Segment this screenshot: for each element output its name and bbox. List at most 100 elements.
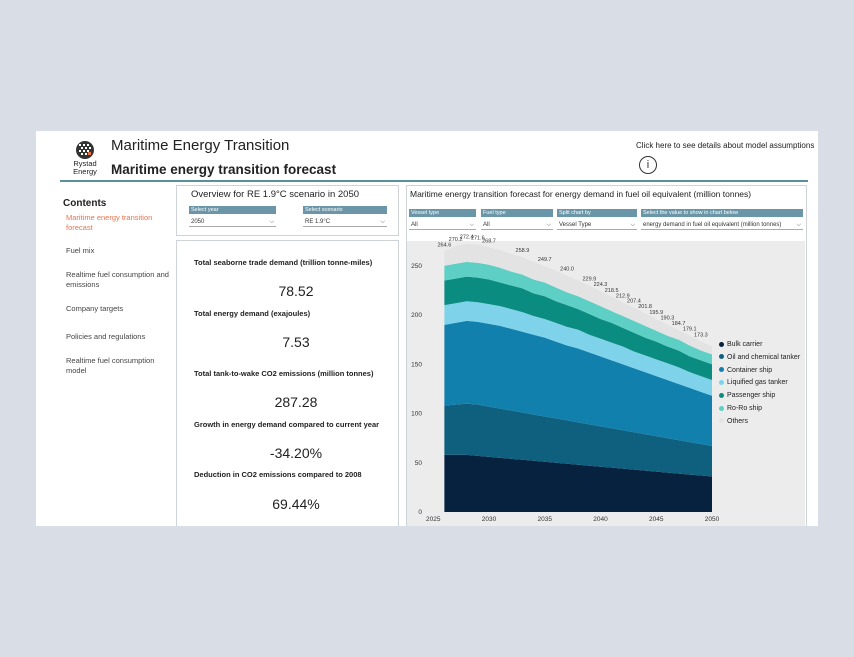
total-data-label: 258.9 (516, 248, 530, 254)
legend-item[interactable]: Others (719, 418, 748, 425)
vessel-type-dropdown[interactable]: All ⌵ (409, 220, 476, 230)
y-tick-label: 0 (418, 509, 422, 516)
chevron-down-icon: ⌵ (630, 222, 635, 228)
total-data-label: 272.4 (460, 235, 474, 241)
x-tick-label: 2045 (649, 516, 664, 523)
chevron-down-icon: ⌵ (469, 222, 474, 228)
legend-label: Bulk carrier (727, 341, 763, 348)
area-series-1[interactable] (444, 403, 712, 477)
legend-marker (719, 392, 724, 398)
legend-label: Ro-Ro ship (727, 405, 763, 412)
legend-label: Passenger ship (727, 392, 776, 400)
legend-marker (719, 418, 724, 424)
chevron-down-icon: ⌵ (796, 222, 801, 228)
total-data-label: 184.7 (672, 321, 686, 327)
header-divider (60, 180, 808, 182)
kpi-value-energy-growth: -34.20% (269, 445, 323, 461)
x-tick-label: 2030 (482, 516, 497, 523)
contents-title: Contents (63, 198, 107, 209)
nav-item-energy-transition-forecast[interactable]: Maritime energy transition forecast (66, 213, 153, 232)
value-select-label: Select the value to show in chart below (641, 209, 803, 217)
area-series-6[interactable] (444, 243, 712, 355)
total-data-label: 207.4 (627, 299, 641, 305)
kpi-value-trade-demand: 78.52 (278, 283, 314, 299)
legend-item[interactable]: Bulk carrier (719, 341, 762, 348)
legend-item[interactable]: Oil and chemical tanker (719, 354, 800, 361)
total-data-label: 224.3 (594, 282, 608, 288)
total-data-label: 201.8 (638, 304, 652, 310)
legend-item[interactable]: Ro-Ro ship (719, 405, 762, 412)
year-slicer-label: Select year (189, 206, 276, 214)
nav-item-realtime-fuel-consumption[interactable]: Realtime fuel consumption and emissions (66, 270, 169, 289)
x-tick-label: 2050 (705, 516, 720, 523)
legend-marker (719, 367, 724, 373)
total-data-label: 264.6 (437, 242, 451, 248)
report-canvas: Rystad Energy Maritime Energy Transition… (36, 131, 818, 526)
page-title: Maritime energy transition forecast (111, 162, 337, 177)
kpi-label-co2-deduction: Deduction in CO2 emissions compared to 2… (194, 470, 362, 479)
legend-label: Oil and chemical tanker (727, 353, 801, 361)
legend-item[interactable]: Passenger ship (719, 392, 775, 399)
total-data-label: 190.3 (661, 316, 675, 322)
logo-text-rystad: Rystad (73, 159, 97, 168)
kpi-value-co2-deduction: 69.44% (272, 496, 320, 512)
legend-item[interactable]: Liquified gas tanker (719, 379, 788, 386)
fuel-type-value: All (483, 222, 490, 228)
total-data-label: 268.7 (482, 238, 496, 244)
x-tick-label: 2025 (426, 516, 441, 523)
nav-item-company-targets[interactable]: Company targets (66, 304, 124, 313)
total-data-label: 195.9 (649, 310, 663, 316)
legend-label: Others (727, 417, 749, 425)
value-select-value: energy demand in fuel oil equivalent (mi… (643, 222, 782, 228)
total-data-label: 173.3 (694, 332, 708, 338)
overview-title: Overview for RE 1.9°C scenario in 2050 (191, 189, 360, 200)
area-series-5[interactable] (444, 261, 712, 365)
vessel-type-label: Vessel type (409, 209, 476, 217)
nav-item-realtime-fuel-model[interactable]: Realtime fuel consumption model (66, 356, 155, 375)
x-tick-label: 2035 (538, 516, 553, 523)
legend-marker (719, 380, 724, 386)
legend-label: Liquified gas tanker (727, 379, 788, 387)
vessel-type-value: All (411, 222, 418, 228)
nav-item-fuel-mix[interactable]: Fuel mix (66, 246, 95, 255)
kpi-label-energy-growth: Growth in energy demand compared to curr… (194, 420, 380, 429)
year-dropdown-value: 2050 (191, 219, 205, 225)
legend-item[interactable]: Container ship (719, 367, 772, 374)
area-series-2[interactable] (444, 320, 712, 447)
y-tick-label: 50 (415, 460, 423, 467)
total-data-label: 240.0 (560, 267, 574, 273)
scenario-dropdown-value: RE 1.9°C (305, 219, 331, 225)
total-data-label: 212.9 (616, 293, 630, 299)
total-data-label: 218.5 (605, 288, 619, 294)
x-tick-label: 2040 (593, 516, 608, 523)
forecast-title: Maritime energy transition forecast for … (410, 189, 752, 199)
chevron-down-icon: ⌵ (380, 219, 385, 225)
split-chart-dropdown[interactable]: Vessel Type ⌵ (557, 220, 637, 230)
app-title: Maritime Energy Transition (111, 137, 290, 154)
stacked-area-chart: 0 50 100 150 200 250 2025 2030 2035 2040 2045 2050 2… (411, 235, 720, 523)
y-tick-label: 200 (411, 312, 422, 319)
split-chart-value: Vessel Type (559, 222, 592, 228)
y-tick-label: 150 (411, 361, 422, 368)
y-tick-label: 250 (411, 263, 422, 270)
y-tick-label: 100 (411, 411, 422, 418)
fuel-type-label: Fuel type (481, 209, 553, 217)
legend-label: Container ship (727, 366, 773, 374)
area-series-4[interactable] (444, 276, 712, 381)
year-dropdown[interactable]: 2050 ⌵ (189, 217, 276, 227)
info-icon[interactable]: i (639, 156, 657, 174)
kpi-label-trade-demand: Total seaborne trade demand (trillion to… (194, 258, 373, 267)
legend-marker (719, 354, 724, 360)
kpi-value-energy-demand: 7.53 (282, 334, 310, 350)
kpi-label-co2-emissions: Total tank-to-wake CO2 emissions (millio… (194, 369, 374, 378)
logo-text-energy: Energy (73, 166, 97, 176)
assumptions-link[interactable]: Click here to see details about model as… (636, 141, 815, 150)
scenario-dropdown[interactable]: RE 1.9°C ⌵ (303, 217, 387, 227)
area-series-0[interactable] (444, 454, 712, 512)
legend-marker (719, 405, 724, 411)
value-select-dropdown[interactable]: energy demand in fuel oil equivalent (mi… (641, 220, 803, 230)
kpi-value-co2-emissions: 287.28 (274, 394, 318, 410)
nav-item-policies-regulations[interactable]: Policies and regulations (66, 332, 146, 341)
total-data-label: 229.9 (582, 277, 596, 283)
fuel-type-dropdown[interactable]: All ⌵ (481, 220, 553, 230)
